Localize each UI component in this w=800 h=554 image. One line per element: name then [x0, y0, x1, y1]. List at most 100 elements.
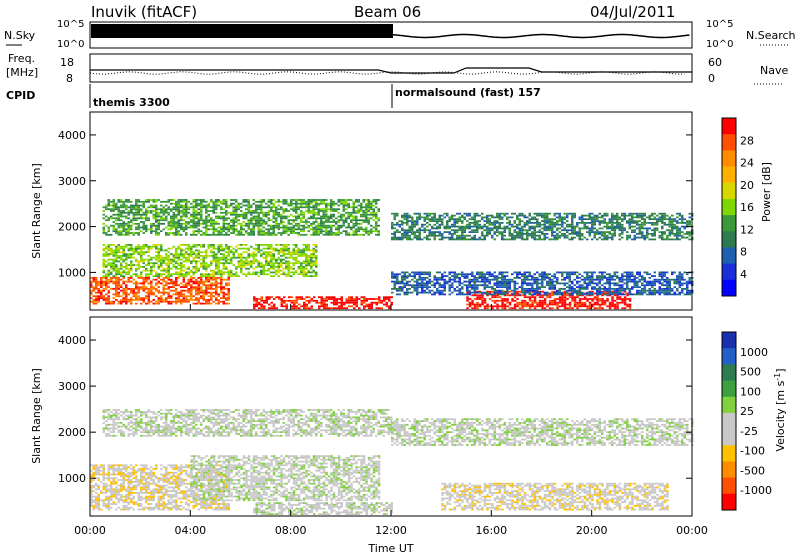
data-cell [182, 266, 185, 268]
data-cell [115, 202, 118, 205]
data-cell [160, 260, 163, 263]
data-cell [603, 220, 606, 222]
data-cell [553, 231, 556, 233]
data-cell [135, 228, 138, 231]
cpid-mode-normalsound: normalsound (fast) 157 [395, 86, 541, 99]
data-cell [315, 224, 318, 227]
data-cell [688, 238, 691, 241]
data-cell [463, 236, 466, 239]
data-cell [175, 280, 178, 283]
data-cell [262, 213, 265, 216]
data-cell [295, 249, 298, 252]
data-cell [323, 303, 326, 306]
data-cell [611, 225, 614, 228]
data-cell [340, 202, 343, 205]
data-cell [353, 301, 356, 304]
data-cell [257, 224, 260, 227]
data-cell [598, 305, 602, 308]
data-cell [115, 277, 118, 279]
data-cell [142, 247, 145, 250]
data-cell [478, 290, 482, 293]
data-cell [267, 228, 270, 231]
data-cell [205, 286, 208, 288]
data-cell [521, 236, 524, 239]
data-cell [135, 295, 138, 298]
data-cell [192, 295, 195, 298]
data-cell [541, 294, 544, 297]
data-cell [611, 223, 614, 226]
data-cell [372, 219, 375, 222]
data-cell [367, 204, 370, 207]
data-cell [282, 273, 285, 276]
data-cell [255, 301, 258, 304]
data-cell [137, 282, 140, 285]
data-cell [95, 302, 98, 305]
data-cell [287, 251, 290, 254]
data-cell [355, 210, 358, 212]
data-cell [621, 231, 624, 233]
data-cell [608, 307, 612, 310]
data-cell [298, 303, 301, 306]
data-cell [571, 236, 574, 239]
data-cell [433, 293, 436, 296]
data-cell [586, 231, 589, 233]
data-cell [305, 266, 308, 268]
data-cell [255, 255, 258, 257]
data-cell [132, 217, 135, 220]
data-cell [501, 233, 504, 235]
data-cell [142, 297, 145, 299]
data-cell [282, 249, 285, 252]
data-cell [473, 223, 476, 226]
data-cell [275, 262, 278, 265]
data-cell [416, 223, 419, 226]
data-cell [348, 299, 351, 302]
data-cell [160, 215, 163, 218]
data-cell [533, 307, 537, 310]
data-cell [247, 267, 250, 270]
data-cell [325, 211, 328, 214]
data-cell [398, 231, 401, 233]
data-cell [187, 300, 190, 303]
data-cell [172, 293, 175, 296]
data-cell [646, 234, 649, 237]
data-cell [265, 211, 268, 214]
data-cell [436, 289, 439, 292]
data-cell [523, 305, 527, 308]
data-cell [237, 204, 240, 207]
data-cell [167, 222, 170, 225]
data-cell [207, 284, 210, 287]
data-cell [105, 299, 108, 301]
data-cell [275, 271, 278, 274]
data-cell [300, 219, 303, 222]
data-cell [538, 222, 541, 224]
data-cell [476, 296, 479, 299]
data-cell [596, 298, 599, 300]
data-cell [368, 303, 371, 306]
data-cell [295, 222, 298, 225]
data-cell [536, 225, 539, 228]
data-cell [255, 244, 258, 246]
data-cell [468, 222, 471, 224]
data-cell [488, 227, 491, 230]
data-cell [258, 307, 261, 310]
data-cell [255, 224, 258, 227]
data-cell [142, 206, 145, 209]
data-cell [528, 229, 531, 232]
data-cell [362, 206, 365, 209]
data-cell [320, 305, 323, 308]
freq-tick-high: 18 [60, 56, 74, 69]
data-cell [648, 214, 651, 217]
data-cell [601, 299, 604, 302]
data-cell [416, 234, 419, 237]
data-cell [350, 296, 353, 299]
data-cell [533, 212, 536, 215]
data-cell [237, 230, 240, 233]
data-cell [220, 289, 223, 292]
data-cell [257, 247, 260, 250]
data-cell [217, 233, 220, 236]
data-cell [626, 294, 629, 297]
data-cell [272, 217, 275, 220]
data-cell [370, 301, 373, 304]
data-cell [428, 291, 431, 294]
data-cell [285, 307, 288, 310]
